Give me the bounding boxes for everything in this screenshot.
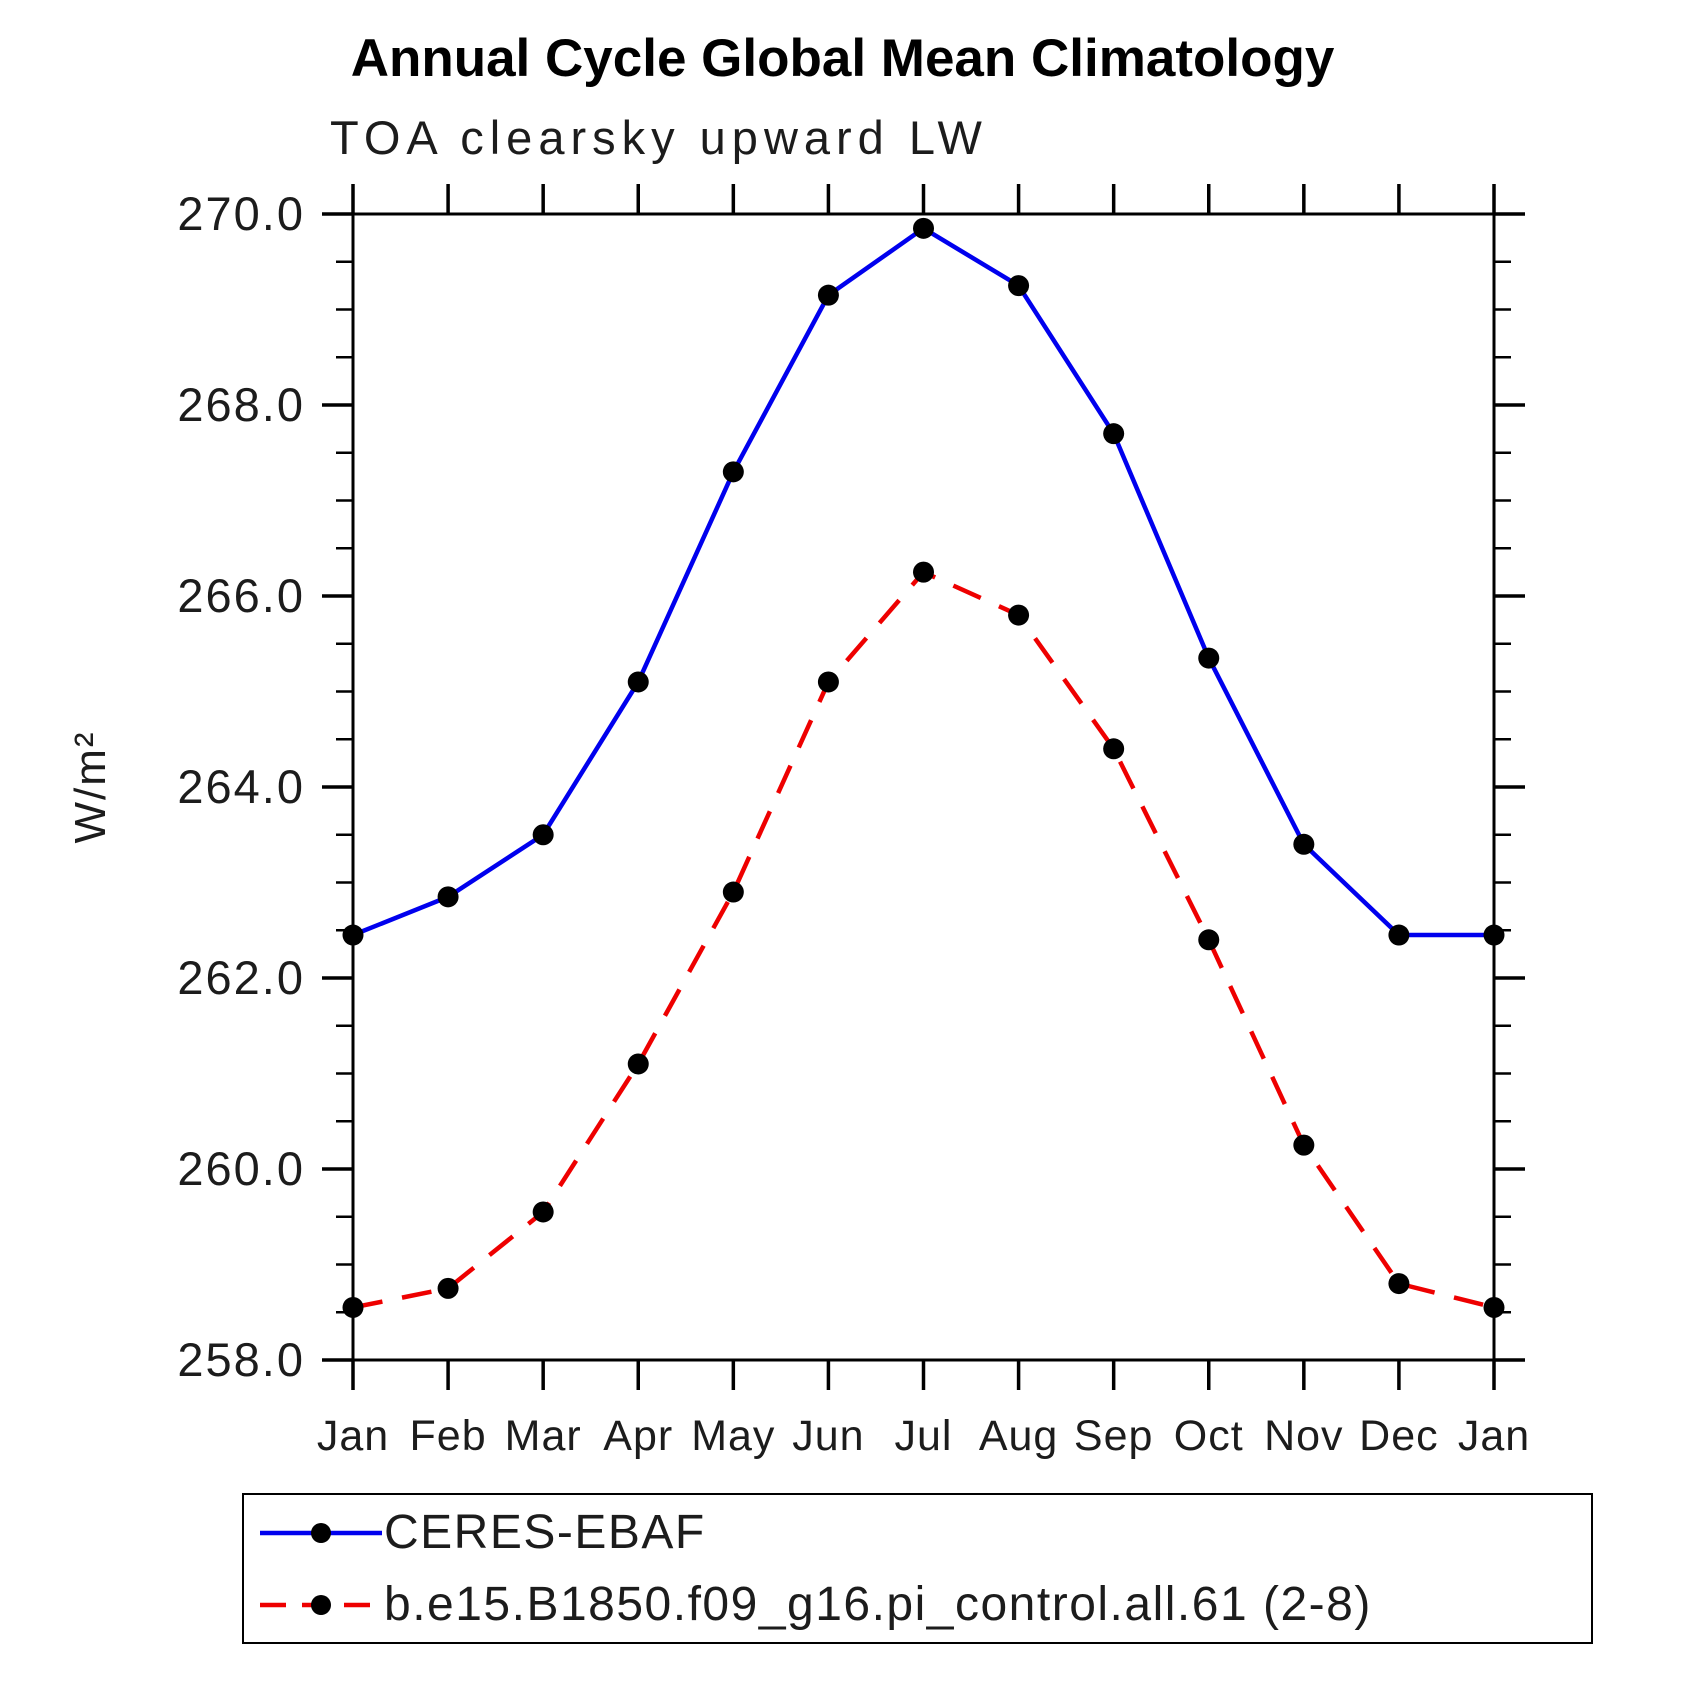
data-point bbox=[627, 671, 649, 693]
y-tick-label: 262.0 bbox=[177, 951, 305, 1004]
series-line-1 bbox=[352, 569, 1495, 1310]
data-point bbox=[1008, 604, 1030, 626]
data-point bbox=[817, 671, 839, 693]
legend-line-solid-sample bbox=[260, 1522, 382, 1543]
x-tick-label: May bbox=[691, 1412, 775, 1460]
x-tick-label: Dec bbox=[1359, 1412, 1438, 1460]
data-point bbox=[913, 217, 934, 239]
legend-marker-dot bbox=[311, 1522, 331, 1543]
legend-marker-dot bbox=[311, 1594, 331, 1615]
x-tick-label: Jan bbox=[317, 1412, 389, 1460]
chart-subtitle: TOA clearsky upward LW bbox=[330, 111, 988, 164]
data-point bbox=[1008, 275, 1030, 297]
legend-line-dashed-sample bbox=[260, 1594, 382, 1615]
plot-area: 258.0 260.0 262.0 264.0 266.0 268.0 270.0 Jan Fe… bbox=[66, 184, 1530, 1460]
y-tick-label: 266.0 bbox=[177, 569, 305, 622]
x-tick-label: Oct bbox=[1174, 1412, 1244, 1460]
data-point bbox=[1388, 1273, 1410, 1295]
data-point bbox=[1198, 647, 1220, 669]
data-point bbox=[913, 561, 934, 583]
data-point bbox=[342, 1296, 364, 1318]
legend: CERES-EBAF b.e15.B1850.f09_g16.pi_contro… bbox=[242, 1493, 1593, 1644]
data-point bbox=[1198, 929, 1220, 951]
y-tick-label: 258.0 bbox=[177, 1333, 305, 1386]
y-axis-title: W/m² bbox=[66, 730, 115, 843]
y-tick-label: 260.0 bbox=[177, 1142, 305, 1195]
x-tick-label: Sep bbox=[1074, 1412, 1154, 1460]
data-point bbox=[1483, 924, 1505, 946]
data-point bbox=[1388, 924, 1410, 946]
legend-entry-model: b.e15.B1850.f09_g16.pi_control.all.61 (2… bbox=[244, 1574, 1591, 1636]
x-tick-label: Jun bbox=[792, 1412, 864, 1460]
x-tick-label: Jul bbox=[895, 1412, 953, 1460]
data-point bbox=[1483, 1296, 1505, 1318]
data-point bbox=[817, 284, 839, 306]
data-point bbox=[1293, 1134, 1315, 1156]
data-point bbox=[437, 1277, 459, 1299]
data-point bbox=[532, 824, 554, 846]
y-tick-label: 270.0 bbox=[177, 187, 305, 240]
data-point bbox=[1293, 833, 1315, 855]
plot-frame bbox=[351, 212, 1496, 1362]
chart-title: Annual Cycle Global Mean Climatology bbox=[350, 29, 1335, 88]
legend-label-model: b.e15.B1850.f09_g16.pi_control.all.61 (2… bbox=[384, 1578, 1372, 1631]
data-point bbox=[342, 924, 364, 946]
x-tick-label: Jan bbox=[1458, 1412, 1530, 1460]
x-tick-label: Feb bbox=[410, 1412, 487, 1460]
legend-entry-ceres: CERES-EBAF bbox=[244, 1502, 1591, 1564]
data-point bbox=[722, 461, 744, 483]
data-point bbox=[722, 881, 744, 903]
data-point bbox=[1103, 738, 1125, 760]
y-tick-label: 264.0 bbox=[177, 760, 305, 813]
x-tick-label: Nov bbox=[1264, 1412, 1343, 1460]
y-tick-label: 268.0 bbox=[177, 378, 305, 431]
data-point bbox=[437, 886, 459, 908]
legend-label-ceres: CERES-EBAF bbox=[384, 1506, 706, 1559]
data-point bbox=[532, 1201, 554, 1223]
x-tick-label: Mar bbox=[505, 1412, 582, 1460]
data-point bbox=[627, 1053, 649, 1075]
x-tick-label: Aug bbox=[979, 1412, 1059, 1460]
x-tick-label: Apr bbox=[603, 1412, 673, 1460]
data-point bbox=[1103, 423, 1125, 445]
